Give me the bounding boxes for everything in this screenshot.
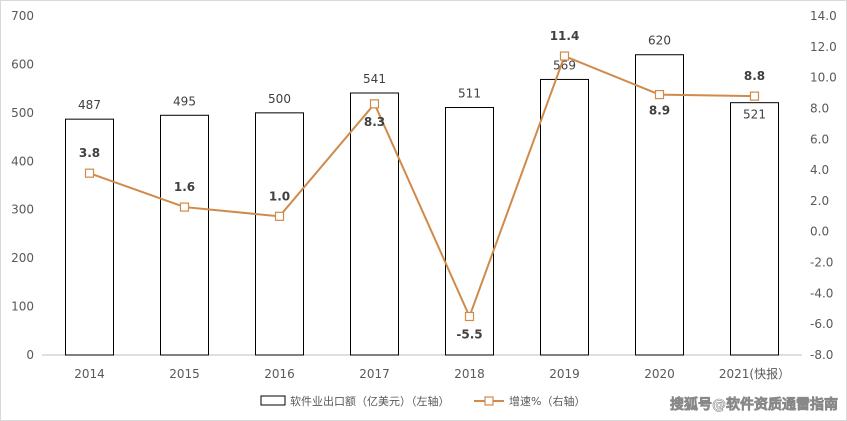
- left-axis: 0 100 200 300 400 500 600 700: [11, 9, 34, 362]
- growth-marker: [369, 99, 380, 109]
- x-tick-label: 2020: [644, 367, 675, 381]
- right-tick-label: -8.0: [810, 348, 833, 362]
- x-tick-label: 2019: [549, 367, 580, 381]
- legend-bar-label: 软件业出口额（亿美元）（左轴）: [290, 394, 450, 408]
- right-tick-label: -6.0: [810, 317, 833, 331]
- legend-line-label: 增速%（右轴）: [509, 394, 585, 408]
- growth-marker: [274, 211, 285, 221]
- x-tick-label: 2016: [264, 367, 295, 381]
- x-tick-label: 2015: [169, 367, 200, 381]
- left-tick-label: 700: [11, 9, 34, 23]
- left-tick-label: 300: [11, 203, 34, 217]
- growth-value-label: 1.6: [174, 180, 195, 194]
- bar-value-label: 541: [363, 72, 386, 86]
- watermark-text: 搜狐号@软件资质通雷指南: [670, 396, 838, 413]
- bar-value-label: 521: [743, 108, 766, 122]
- bar: [255, 112, 304, 356]
- growth-value-label: 1.0: [269, 189, 290, 203]
- growth-value-label: 8.3: [364, 115, 385, 129]
- growth-marker: [179, 202, 190, 212]
- growth-marker: [654, 89, 665, 100]
- bar-value-label: 487: [78, 98, 101, 112]
- growth-marker: [84, 168, 95, 178]
- bar: [635, 54, 684, 356]
- bar: [65, 118, 114, 356]
- right-tick-label: 4.0: [810, 163, 829, 177]
- growth-value-label: 8.8: [744, 69, 765, 83]
- growth-value-label: 11.4: [550, 29, 580, 43]
- bar: [160, 114, 209, 356]
- growth-marker: [464, 311, 475, 322]
- watermark: 搜狐号@软件资质通雷指南: [670, 396, 839, 414]
- right-tick-label: -2.0: [810, 256, 833, 270]
- growth-value-label: 8.9: [649, 104, 670, 118]
- bar: [730, 102, 779, 356]
- legend: 软件业出口额（亿美元）（左轴） 增速%（右轴）: [260, 394, 585, 408]
- left-tick-label: 400: [11, 154, 34, 168]
- left-tick-label: 600: [11, 57, 34, 71]
- right-tick-label: 8.0: [810, 101, 829, 115]
- bar-value-label: 500: [268, 92, 291, 106]
- legend-line-marker: [484, 396, 494, 406]
- right-tick-label: 12.0: [810, 40, 837, 54]
- growth-marker: [559, 51, 570, 61]
- x-tick-label: 2017: [359, 367, 390, 381]
- growth-value-label: -5.5: [456, 327, 482, 341]
- left-tick-label: 500: [11, 106, 34, 120]
- left-tick-label: 100: [11, 300, 34, 314]
- right-tick-label: 0.0: [810, 225, 829, 239]
- growth-line: [89, 54, 755, 320]
- growth-value-label: 3.8: [79, 146, 100, 160]
- right-tick-label: 14.0: [810, 9, 837, 23]
- legend-bar-swatch: [260, 395, 286, 406]
- left-tick-label: 200: [11, 251, 34, 265]
- right-tick-label: 2.0: [810, 194, 829, 208]
- x-tick-label: 2014: [74, 367, 105, 381]
- right-tick-label: -4.0: [810, 286, 833, 300]
- bar-value-label: 511: [458, 87, 481, 101]
- right-tick-label: 10.0: [810, 71, 837, 85]
- right-axis: -8.0 -6.0 -4.0 -2.0 0.0 2.0 4.0 6.0 8.0 10.0 12.0 1…: [810, 9, 837, 362]
- bar-series: [65, 54, 779, 356]
- x-axis: 2014 2015 2016 2017 2018 2019 2020 2021(快报）: [74, 366, 790, 381]
- growth-marker: [749, 91, 760, 101]
- left-tick-label: 0: [26, 348, 34, 362]
- bar: [540, 78, 589, 356]
- right-tick-label: 6.0: [810, 132, 829, 146]
- bar-value-label: 620: [648, 34, 671, 48]
- line-series: [84, 51, 760, 322]
- bar: [350, 92, 399, 356]
- x-tick-label: 2018: [454, 367, 485, 381]
- line-data-labels: 3.8 1.6 1.0 8.3 -5.5 11.4 8.9 8.8: [79, 29, 765, 341]
- x-tick-label: 2021(快报）: [719, 366, 790, 381]
- bar-value-label: 495: [173, 94, 196, 108]
